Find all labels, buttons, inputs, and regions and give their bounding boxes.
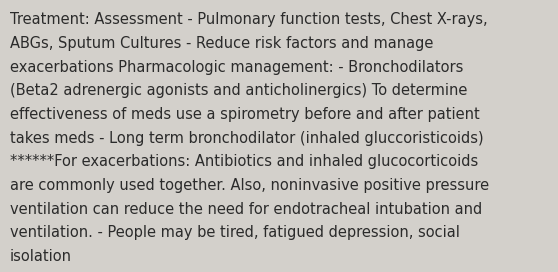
Text: ventilation can reduce the need for endotracheal intubation and: ventilation can reduce the need for endo… xyxy=(10,202,482,217)
Text: exacerbations Pharmacologic management: - Bronchodilators: exacerbations Pharmacologic management: … xyxy=(10,60,463,75)
Text: (Beta2 adrenergic agonists and anticholinergics) To determine: (Beta2 adrenergic agonists and anticholi… xyxy=(10,83,468,98)
Text: ******For exacerbations: Antibiotics and inhaled glucocorticoids: ******For exacerbations: Antibiotics and… xyxy=(10,154,478,169)
Text: ABGs, Sputum Cultures - Reduce risk factors and manage: ABGs, Sputum Cultures - Reduce risk fact… xyxy=(10,36,434,51)
Text: Treatment: Assessment - Pulmonary function tests, Chest X-rays,: Treatment: Assessment - Pulmonary functi… xyxy=(10,12,488,27)
Text: isolation: isolation xyxy=(10,249,72,264)
Text: are commonly used together. Also, noninvasive positive pressure: are commonly used together. Also, noninv… xyxy=(10,178,489,193)
Text: takes meds - Long term bronchodilator (inhaled gluccoristicoids): takes meds - Long term bronchodilator (i… xyxy=(10,131,484,146)
Text: ventilation. - People may be tired, fatigued depression, social: ventilation. - People may be tired, fati… xyxy=(10,225,460,240)
Text: effectiveness of meds use a spirometry before and after patient: effectiveness of meds use a spirometry b… xyxy=(10,107,480,122)
